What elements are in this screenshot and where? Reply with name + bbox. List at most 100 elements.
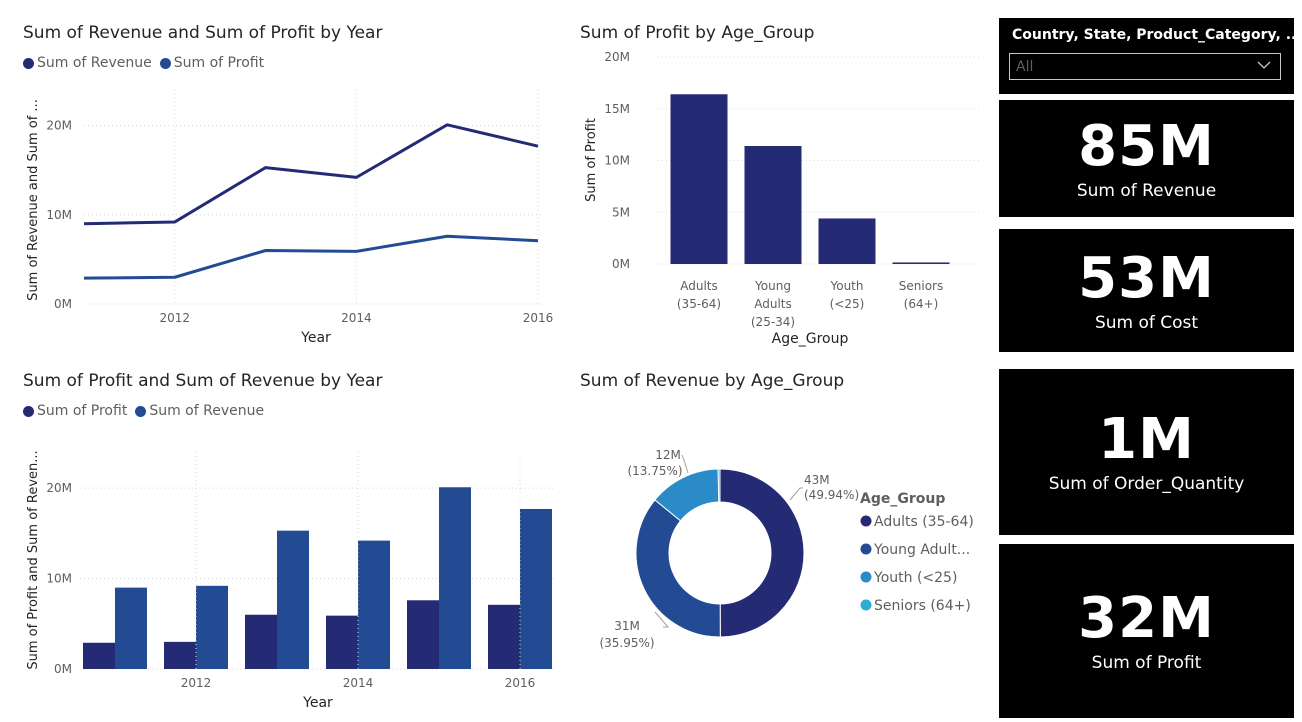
x-axis-title: Year xyxy=(300,330,331,346)
data-label-percent: (13.75%) xyxy=(627,464,682,478)
y-tick-label: 20M xyxy=(46,481,72,495)
legend-dot xyxy=(135,405,147,417)
donut-slice xyxy=(717,468,721,503)
data-label-percent: (49.94%) xyxy=(804,488,859,502)
legend-label: Sum of Revenue xyxy=(149,403,265,419)
legend-title: Age_Group xyxy=(860,491,945,507)
column-bar xyxy=(439,487,471,669)
kpi-card-cost: 53M Sum of Cost xyxy=(999,229,1294,352)
x-axis-title: Age_Group xyxy=(772,331,849,347)
legend-item-revenue[interactable]: Sum of Revenue xyxy=(135,403,264,419)
x-tick-label: Young xyxy=(754,279,791,293)
x-tick-label: (64+) xyxy=(904,297,939,311)
data-label-percent: (35.95%) xyxy=(599,636,654,650)
legend-item-profit[interactable]: Sum of Profit xyxy=(159,55,264,71)
line-chart-legend: Sum of Revenue Sum of Profit xyxy=(23,55,264,71)
series-line xyxy=(83,123,539,226)
y-tick-label: 10M xyxy=(604,154,630,168)
legend-dot xyxy=(860,571,872,583)
donut-slice xyxy=(719,468,805,638)
slicer-dropdown[interactable]: All xyxy=(1009,53,1281,80)
column-bar xyxy=(277,530,309,669)
legend-dot xyxy=(860,599,872,611)
bar xyxy=(744,146,802,264)
kpi-label: Sum of Cost xyxy=(1094,312,1199,333)
line-chart-title: Sum of Revenue and Sum of Profit by Year xyxy=(23,23,383,43)
y-tick-label: 10M xyxy=(46,572,72,586)
x-tick-label: 2016 xyxy=(505,676,536,690)
legend-label: Seniors (64+) xyxy=(874,598,971,614)
y-axis-title: Sum of Revenue and Sum of ... xyxy=(26,99,41,301)
age-bar-chart-title: Sum of Profit by Age_Group xyxy=(580,23,815,43)
legend-label: Sum of Profit xyxy=(37,403,128,419)
column-bar xyxy=(115,587,147,669)
column-bar xyxy=(358,540,390,669)
data-label-value: 31M xyxy=(614,619,640,633)
data-label-value: 12M xyxy=(655,448,681,462)
x-tick-label: Youth xyxy=(830,279,864,293)
kpi-label: Sum of Order_Quantity xyxy=(1048,474,1245,494)
y-axis-title: Sum of Profit and Sum of Reven... xyxy=(26,450,41,669)
column-bar xyxy=(488,604,520,669)
x-tick-label: Adults xyxy=(680,279,718,293)
column-bar xyxy=(83,642,115,669)
donut-chart-title: Sum of Revenue by Age_Group xyxy=(580,371,845,391)
column-chart-legend: Sum of Profit Sum of Revenue xyxy=(23,403,264,419)
kpi-value: 53M xyxy=(1078,245,1215,311)
y-tick-label: 5M xyxy=(612,205,630,219)
column-bar xyxy=(326,615,358,669)
legend-dot xyxy=(159,57,171,69)
line-chart-plot: 0M 10M 20M 2012 2014 2016 Year Sum of Revenue a… xyxy=(26,90,554,346)
x-tick-label: (25-34) xyxy=(751,315,795,329)
legend-label: Sum of Revenue xyxy=(37,55,152,71)
kpi-label: Sum of Revenue xyxy=(1076,180,1217,201)
bar xyxy=(818,218,876,264)
legend-dot xyxy=(860,515,872,527)
x-tick-label: (35-64) xyxy=(677,297,721,311)
x-tick-label: Adults xyxy=(754,297,792,311)
column-chart-plot: 0M 10M 20M 2012 2014 2016 Year Sum of Profit an… xyxy=(26,450,555,711)
legend-label: Adults (35-64) xyxy=(874,514,974,530)
filter-slicer: Country, State, Product_Category, ... Al… xyxy=(999,18,1302,94)
x-tick-label: 2014 xyxy=(343,676,374,690)
x-tick-label: 2014 xyxy=(341,311,372,325)
x-tick-label: Seniors xyxy=(899,279,943,293)
slicer-selected-value: All xyxy=(1016,59,1034,75)
column-bar xyxy=(164,641,196,669)
y-tick-label: 0M xyxy=(54,662,72,676)
y-tick-label: 20M xyxy=(46,119,72,133)
bar xyxy=(670,94,728,264)
bar xyxy=(892,262,950,264)
legend-item-revenue[interactable]: Sum of Revenue xyxy=(23,55,152,71)
age-bar-chart-plot: 0M 5M 10M 15M 20M Adults (35-64) Young Adults (25… xyxy=(584,50,980,347)
x-tick-label: (<25) xyxy=(830,297,865,311)
x-tick-label: 2012 xyxy=(181,676,212,690)
legend-dot xyxy=(23,57,34,69)
y-tick-label: 10M xyxy=(46,208,72,222)
column-chart-title: Sum of Profit and Sum of Revenue by Year xyxy=(23,371,383,391)
x-tick-label: 2016 xyxy=(523,311,554,325)
y-tick-label: 20M xyxy=(604,50,630,64)
x-tick-label: 2012 xyxy=(160,311,191,325)
y-tick-label: 0M xyxy=(612,257,630,271)
legend-dot xyxy=(860,543,872,555)
slicer-title: Country, State, Product_Category, ... xyxy=(1012,27,1302,43)
donut-chart-plot: 43M(49.94%) 31M (35.95%) 12M (13.75%) Age_Gro… xyxy=(599,448,974,650)
chevron-down-icon[interactable] xyxy=(1256,57,1272,77)
kpi-card-revenue: 85M Sum of Revenue xyxy=(999,100,1294,217)
legend-item-profit[interactable]: Sum of Profit xyxy=(23,403,127,419)
y-axis-title: Sum of Profit xyxy=(584,118,599,202)
leader-line xyxy=(681,454,689,474)
x-axis-title: Year xyxy=(302,695,333,711)
legend-label: Youth (<25) xyxy=(873,570,957,586)
kpi-value: 85M xyxy=(1078,113,1215,179)
leader-line xyxy=(654,611,670,628)
kpi-card-profit: 32M Sum of Profit xyxy=(999,544,1294,718)
leader-line xyxy=(789,487,803,501)
y-tick-label: 15M xyxy=(604,102,630,116)
column-bar xyxy=(245,614,277,669)
kpi-card-order-quantity: 1M Sum of Order_Quantity xyxy=(999,369,1294,535)
legend-label: Young Adult... xyxy=(873,542,970,558)
kpi-value: 1M xyxy=(1098,407,1195,472)
column-bar xyxy=(520,508,552,669)
